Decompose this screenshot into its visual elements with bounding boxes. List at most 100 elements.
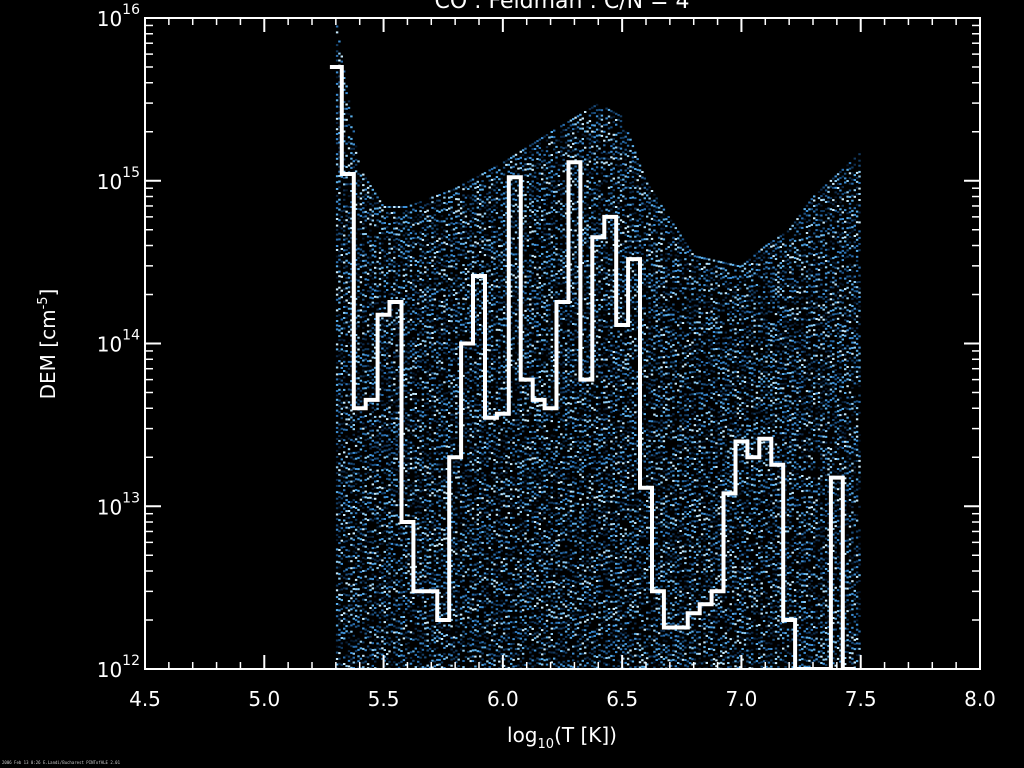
- band-dash: [443, 368, 446, 371]
- band-dash: [345, 316, 348, 319]
- band-dash: [452, 243, 456, 245]
- band-dash: [471, 194, 475, 197]
- band-dash: [359, 416, 363, 418]
- band-dash: [455, 267, 458, 270]
- band-dash: [362, 243, 365, 246]
- band-dash: [371, 454, 374, 457]
- band-dash: [419, 440, 422, 443]
- band-dash: [486, 515, 489, 518]
- band-dash: [417, 365, 420, 368]
- band-dash: [362, 506, 365, 509]
- band-dash: [359, 248, 363, 251]
- band-dash: [409, 340, 413, 343]
- band-dash: [362, 369, 365, 372]
- band-dash: [452, 318, 456, 321]
- band-dash: [402, 274, 406, 277]
- band-dash: [388, 572, 391, 575]
- band-dash: [383, 444, 386, 447]
- band-dash: [357, 624, 360, 627]
- band-dash: [381, 614, 384, 617]
- band-dash: [440, 328, 444, 331]
- band-dash: [409, 638, 413, 641]
- band-dash: [474, 568, 477, 571]
- band-dash: [369, 229, 372, 232]
- band-dash: [409, 367, 413, 370]
- band-dash: [374, 509, 377, 512]
- band-dash: [340, 296, 343, 299]
- band-dash: [364, 264, 367, 267]
- band-dash: [376, 285, 379, 288]
- band-dash: [414, 209, 417, 212]
- band-dash: [493, 585, 496, 588]
- band-dash: [428, 489, 432, 492]
- band-dash: [467, 406, 470, 409]
- band-dash: [381, 450, 384, 453]
- band-dash: [417, 629, 420, 632]
- band-dash: [464, 317, 468, 320]
- band-dash: [467, 650, 470, 653]
- band-dash: [345, 573, 348, 576]
- band-dash: [374, 289, 377, 292]
- band-dash: [414, 237, 417, 240]
- band-dash: [397, 274, 401, 277]
- band-dash: [376, 651, 379, 654]
- band-dash: [407, 211, 410, 214]
- band-dash: [457, 302, 460, 305]
- band-dash: [369, 286, 372, 289]
- band-dash: [407, 375, 410, 377]
- band-dash: [493, 204, 496, 207]
- band-dash: [345, 166, 348, 168]
- band-dash: [395, 322, 398, 325]
- band-dash: [421, 333, 425, 336]
- band-dash: [452, 348, 456, 351]
- band-dash: [490, 611, 494, 614]
- band-dash: [490, 433, 494, 436]
- band-dash: [495, 513, 499, 516]
- band-dash: [407, 244, 410, 247]
- band-dash: [424, 239, 427, 242]
- band-dash: [397, 433, 401, 436]
- band-dash: [481, 188, 484, 191]
- band-dash: [438, 435, 441, 438]
- band-dash: [495, 617, 499, 620]
- band-dash: [369, 541, 372, 543]
- band-dash: [490, 555, 494, 558]
- band-dash: [335, 128, 339, 131]
- band-dash: [388, 585, 391, 588]
- band-dash: [493, 184, 496, 187]
- band-dash: [407, 548, 410, 551]
- band-dash: [443, 571, 446, 574]
- band-dash: [493, 484, 496, 487]
- band-dash: [357, 321, 360, 324]
- band-dash: [436, 527, 439, 529]
- band-dash: [424, 443, 427, 446]
- band-dash: [359, 276, 363, 279]
- band-dash: [374, 638, 377, 641]
- band-dash: [464, 422, 468, 425]
- band-dash: [383, 330, 386, 333]
- band-dash: [354, 592, 358, 595]
- band-dash: [488, 524, 491, 527]
- band-dash: [464, 326, 468, 329]
- band-dash: [481, 487, 484, 490]
- band-dash: [343, 113, 346, 115]
- band-dash: [438, 204, 441, 207]
- band-dash: [452, 657, 456, 660]
- band-dash: [488, 445, 491, 448]
- band-dash: [350, 263, 353, 265]
- band-dash: [354, 501, 358, 503]
- band-dash: [350, 597, 353, 600]
- band-dash: [443, 537, 446, 540]
- band-dash: [390, 338, 394, 341]
- band-dash: [483, 474, 487, 477]
- band-dash: [357, 399, 360, 402]
- band-dash: [421, 538, 425, 540]
- band-dash: [357, 273, 360, 276]
- band-dash: [402, 599, 406, 602]
- band-dash: [395, 247, 398, 250]
- band-dash: [464, 511, 468, 514]
- band-dash: [414, 555, 417, 558]
- band-dash: [421, 359, 425, 362]
- band-dash: [457, 461, 460, 464]
- band-dash: [488, 618, 491, 621]
